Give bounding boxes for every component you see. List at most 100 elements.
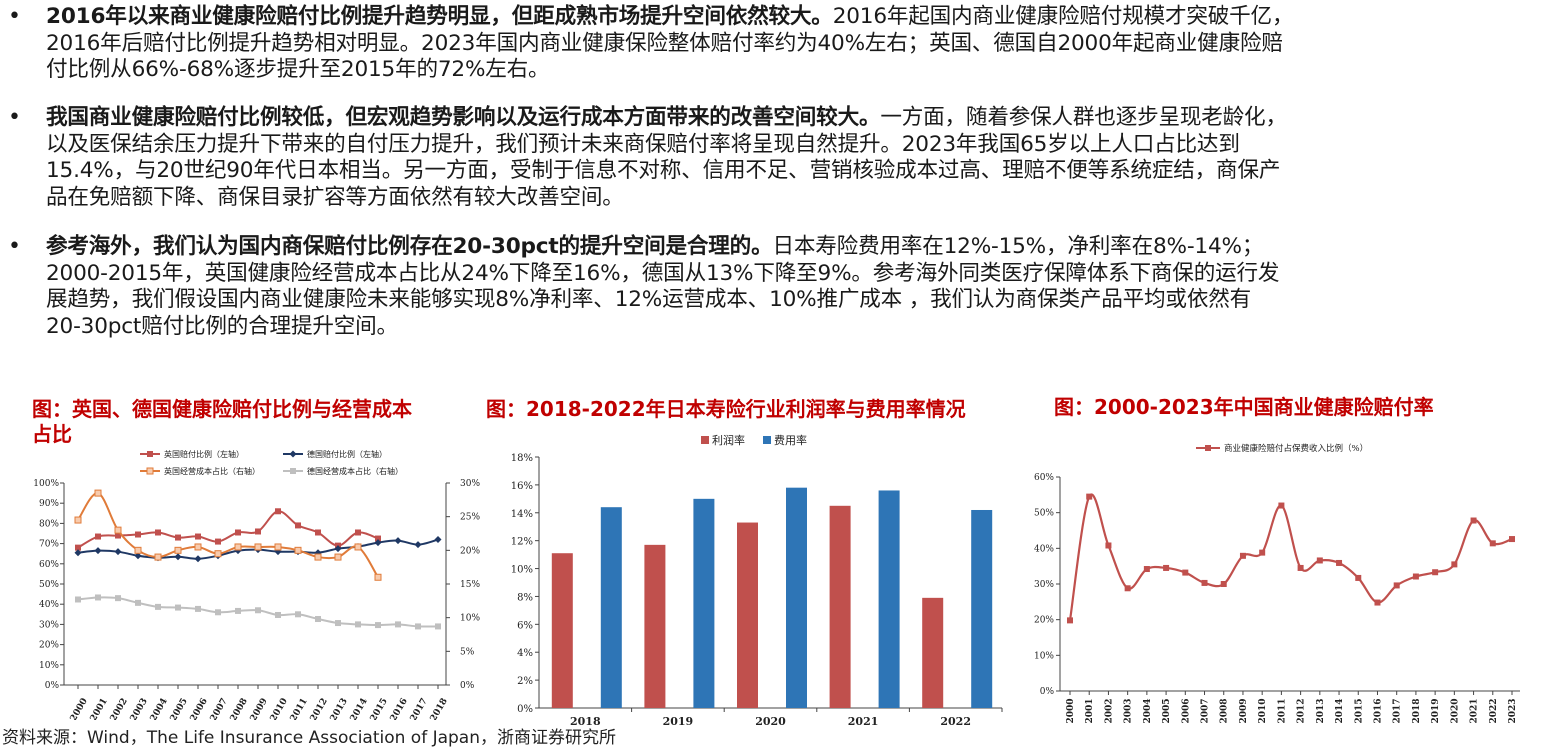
data-point <box>355 621 361 628</box>
y-tick-label: 20% <box>1034 616 1054 626</box>
data-point <box>415 623 421 630</box>
data-point <box>94 489 102 497</box>
series-line <box>77 492 379 578</box>
data-point <box>354 543 362 551</box>
y-left-tick-label: 70% <box>39 540 59 550</box>
x-tick-label: 2010 <box>269 697 290 720</box>
y-left-tick-label: 80% <box>39 519 59 529</box>
y-tick-label: 0% <box>517 704 533 715</box>
data-point <box>135 599 141 606</box>
legend-swatch <box>701 436 709 444</box>
data-point <box>254 543 262 551</box>
y-tick-label: 18% <box>511 453 533 464</box>
data-point <box>95 533 101 540</box>
x-tick-label: 2012 <box>309 697 330 720</box>
x-tick-label: 2000 <box>69 697 90 720</box>
x-tick-label: 2003 <box>1124 698 1134 723</box>
bar <box>971 509 993 708</box>
x-tick-label: 2006 <box>189 697 210 720</box>
data-point <box>355 529 361 536</box>
data-point <box>215 538 221 545</box>
x-tick-label: 2011 <box>1277 698 1287 723</box>
data-point <box>1163 564 1170 571</box>
x-tick-label: 2014 <box>1335 698 1345 723</box>
x-tick-label: 2023 <box>1508 698 1518 723</box>
chart-title-uk-de-line2: 占比 <box>32 422 72 446</box>
bullet-2-bold: 我国商业健康险赔付比例较低，但宏观趋势影响以及运行成本方面带来的改善空间较大。 <box>46 105 881 130</box>
data-point <box>75 596 81 603</box>
data-point <box>1393 582 1400 589</box>
y-right-tick-label: 30% <box>460 479 480 489</box>
series-line <box>77 510 379 549</box>
data-point <box>395 621 401 628</box>
data-point <box>1451 561 1458 568</box>
data-point <box>114 526 122 534</box>
data-point <box>1412 573 1419 580</box>
legend-label: 英国经营成本占比（右轴） <box>164 466 260 476</box>
y-left-tick-label: 50% <box>39 580 59 590</box>
data-point <box>114 548 122 556</box>
data-point <box>1297 564 1304 571</box>
legend-swatch <box>763 436 771 444</box>
bullet-text: 2016年以来商业健康险赔付比例提升趋势明显，但距成熟市场提升空间依然较大。20… <box>46 4 1558 84</box>
data-point <box>154 553 162 561</box>
y-tick-label: 4% <box>517 648 533 659</box>
data-point <box>1143 566 1150 573</box>
data-point <box>1086 493 1093 500</box>
x-tick-label: 2001 <box>89 697 110 720</box>
chart-title-uk-de: 图：英国、德国健康险赔付比例与经营成本 占比 <box>32 397 492 447</box>
data-point <box>1374 599 1381 606</box>
x-tick-label: 2020 <box>755 715 786 728</box>
data-point <box>334 545 342 553</box>
x-tick-label: 2015 <box>369 697 390 720</box>
data-point <box>275 611 281 618</box>
x-tick-label: 2019 <box>663 715 694 728</box>
x-tick-label: 2013 <box>329 697 350 720</box>
bullet-dot: • <box>8 234 21 259</box>
x-tick-label: 2009 <box>249 697 270 720</box>
y-tick-label: 0% <box>1040 687 1055 697</box>
legend-label: 商业健康险赔付占保费收入比例（%） <box>1224 443 1368 454</box>
bar <box>644 544 666 708</box>
x-tick-label: 2019 <box>1431 698 1441 723</box>
legend-label: 费用率 <box>774 433 807 447</box>
y-tick-label: 12% <box>511 537 533 548</box>
bar <box>922 597 944 708</box>
data-point <box>1201 579 1208 586</box>
data-point <box>235 529 241 536</box>
data-point <box>115 532 121 539</box>
data-point <box>195 605 201 612</box>
x-tick-label: 2010 <box>1258 698 1268 723</box>
bullet-2-line-1: 一方面，随着参保人群也逐步呈现老龄化， <box>880 105 1287 130</box>
bullet-text: 参考海外，我们认为国内商保赔付比例存在20-30pct的提升空间是合理的。日本寿… <box>46 234 1558 340</box>
data-point <box>215 609 221 616</box>
y-tick-label: 50% <box>1034 509 1054 519</box>
data-point <box>294 546 302 554</box>
bar <box>878 490 900 708</box>
y-right-tick-label: 15% <box>460 580 480 590</box>
data-point <box>194 543 202 551</box>
y-left-tick-label: 100% <box>33 479 59 489</box>
x-tick-label: 2005 <box>1162 698 1172 723</box>
x-tick-label: 2001 <box>1085 698 1095 723</box>
x-tick-label: 2006 <box>1181 698 1191 723</box>
data-point <box>94 547 102 555</box>
bullet-1-line-2: 2016年后赔付比例提升趋势相对明显。2023年国内商业健康保险整体赔付率约为4… <box>46 30 1283 56</box>
uk-de-line-chart: 0% 10% 20% 30% 40% 50% 60% 70% 80% 90% 100% 0% 5% 10%… <box>33 449 480 720</box>
bar <box>551 553 573 708</box>
x-tick-label: 2002 <box>1104 698 1114 723</box>
data-point <box>174 553 182 561</box>
bullet-3-line-1: 日本寿险费用率在12%-15%，净利率在8%-14%； <box>772 234 1264 259</box>
y-right-tick-label: 5% <box>460 647 475 657</box>
x-tick-label: 2007 <box>1201 698 1211 723</box>
data-point <box>195 533 201 540</box>
y-left-tick-label: 0% <box>45 681 60 691</box>
data-point <box>374 539 382 547</box>
data-point <box>274 543 282 551</box>
y-tick-label: 14% <box>511 509 533 520</box>
data-point <box>374 573 382 581</box>
data-point <box>1239 552 1246 559</box>
data-point <box>135 531 141 538</box>
legend-marker <box>147 451 153 457</box>
bar <box>829 505 851 708</box>
